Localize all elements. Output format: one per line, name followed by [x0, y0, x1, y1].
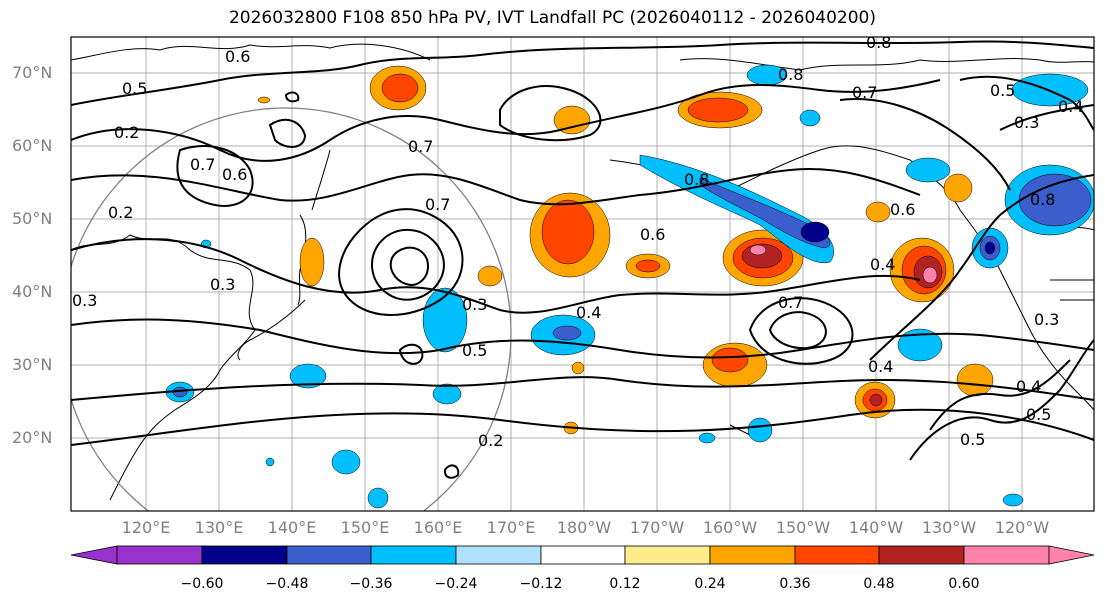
- lat-label: 60°N: [12, 136, 53, 155]
- contour-label: 0.7: [425, 195, 450, 214]
- pv-contours: [71, 40, 1094, 479]
- colorbar-extend-high: [1048, 545, 1095, 565]
- contour-label: 0.5: [960, 430, 985, 449]
- lon-label: 170°W: [629, 518, 685, 537]
- lon-label: 160°W: [702, 518, 758, 537]
- contour-label: 0.3: [72, 291, 97, 310]
- contour-label: 0.5: [1026, 405, 1051, 424]
- contour-labels: 0.8 0.5 0.6 0.8 0.7 0.5 0.4 0.3 0.2 0.6 …: [72, 33, 1083, 450]
- shaded-anomalies: [165, 64, 1094, 509]
- colorbar-tick-label: 0.12: [609, 576, 641, 592]
- contour-label: 0.5: [122, 79, 147, 98]
- lon-label: 180°W: [556, 518, 612, 537]
- contour-label: 0.6: [225, 47, 250, 66]
- contour-label: 0.4: [1016, 377, 1041, 396]
- lat-label: 30°N: [12, 355, 53, 374]
- colorbar-tick-label: −0.12: [519, 576, 563, 592]
- lon-label: 170°E: [486, 518, 536, 537]
- contour-label: 0.8: [866, 33, 891, 52]
- contour-label: 0.8: [684, 170, 709, 189]
- contour-label: 0.2: [114, 123, 139, 142]
- lon-label: 130°E: [194, 518, 244, 537]
- lat-label: 20°N: [12, 428, 53, 447]
- map-frame: [70, 36, 1095, 512]
- lat-label: 40°N: [12, 282, 53, 301]
- colorbar-tick-label: 0.48: [863, 576, 895, 592]
- contour-label: 0.7: [852, 83, 877, 102]
- lon-label: 150°E: [340, 518, 390, 537]
- colorbar-tick-label: 0.36: [779, 576, 811, 592]
- lon-label: 160°E: [413, 518, 463, 537]
- colorbar: [70, 545, 1095, 565]
- contour-label: 0.3: [210, 275, 235, 294]
- contour-label: 0.3: [1034, 310, 1059, 329]
- contour-label: 0.2: [478, 431, 503, 450]
- figure-title: 2026032800 F108 850 hPa PV, IVT Landfall…: [228, 8, 876, 28]
- colorbar-tick-label: −0.48: [265, 576, 309, 592]
- colorbar-tick-label: −0.60: [180, 576, 224, 592]
- contour-label: 0.4: [870, 255, 895, 274]
- reference-circle: [71, 107, 512, 511]
- contour-label: 0.3: [1014, 113, 1039, 132]
- contour-label: 0.6: [890, 200, 915, 219]
- lon-label: 120°E: [121, 518, 171, 537]
- contour-label: 0.4: [1058, 97, 1083, 116]
- contour-label: 0.7: [408, 137, 433, 156]
- contour-label: 0.5: [990, 81, 1015, 100]
- colorbar-tick-label: 0.60: [948, 576, 980, 592]
- contour-label: 0.7: [778, 293, 803, 312]
- contour-label: 0.8: [778, 65, 803, 84]
- lon-label: 130°W: [921, 518, 977, 537]
- lon-label: 120°W: [994, 518, 1050, 537]
- contour-label: 0.5: [462, 341, 487, 360]
- contour-label: 0.7: [190, 155, 215, 174]
- lon-label: 140°E: [267, 518, 317, 537]
- lon-label: 150°W: [775, 518, 831, 537]
- lat-label: 50°N: [12, 209, 53, 228]
- lon-label: 140°W: [848, 518, 904, 537]
- colorbar-tick-label: 0.24: [694, 576, 726, 592]
- contour-label: 0.3: [462, 295, 487, 314]
- colorbar-tick-label: −0.36: [349, 576, 393, 592]
- colorbar-tick-label: −0.24: [434, 576, 478, 592]
- contour-label: 0.6: [640, 225, 665, 244]
- contour-label: 0.2: [108, 203, 133, 222]
- contour-label: 0.6: [222, 165, 247, 184]
- contour-label: 0.8: [1030, 190, 1055, 209]
- colorbar-extend-low: [70, 545, 118, 565]
- contour-label: 0.4: [868, 357, 893, 376]
- lat-label: 70°N: [12, 63, 53, 82]
- contour-label: 0.4: [576, 303, 601, 322]
